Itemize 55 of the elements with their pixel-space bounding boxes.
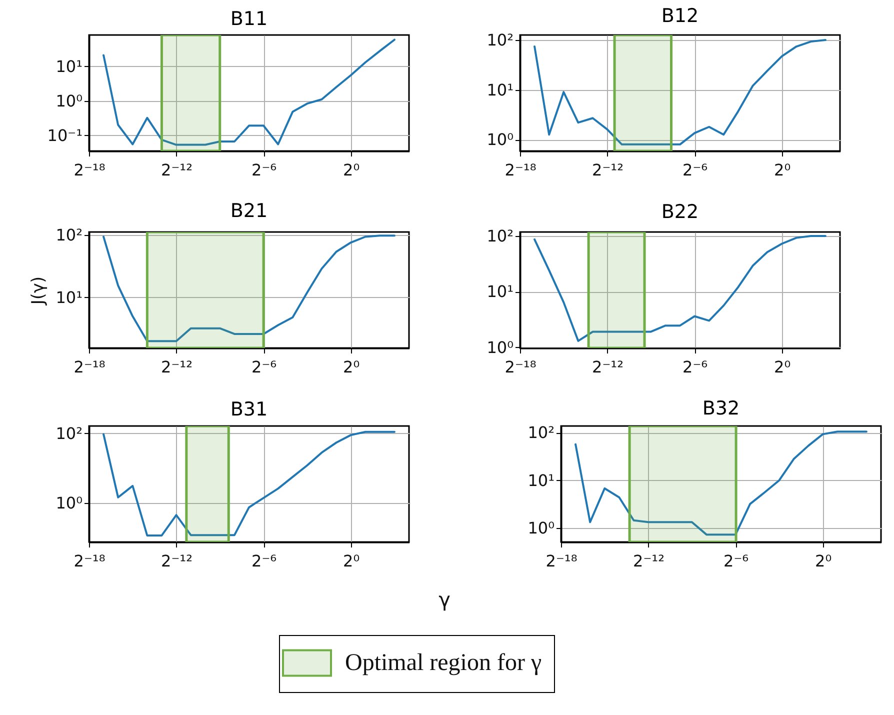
- x-tick-label: 2⁻¹⁸: [74, 160, 106, 180]
- y-tick-label: 10¹: [486, 80, 514, 100]
- x-tick-label: 2⁻¹²: [633, 552, 664, 570]
- x-tick-label: 2⁻¹²: [592, 358, 624, 376]
- y-tick-label: 10²: [56, 226, 82, 245]
- x-tick-label: 2⁻⁶: [724, 552, 749, 570]
- y-tick-label: 10²: [486, 30, 514, 50]
- x-tick-label: 2⁰: [815, 552, 832, 570]
- x-tick-label: 2⁻¹²: [161, 552, 192, 570]
- x-tick-label: 2⁰: [343, 358, 360, 376]
- y-tick-label: 10¹: [56, 288, 82, 307]
- y-tick-label: 10⁰: [486, 338, 514, 357]
- x-tick-label: 2⁻¹⁸: [74, 552, 106, 570]
- y-tick-label: 10¹: [486, 282, 514, 302]
- x-tick-label: 2⁻⁶: [252, 552, 277, 570]
- y-tick-label: 10⁻¹: [47, 126, 82, 145]
- line-series: [534, 39, 826, 146]
- x-tick-label: 2⁻⁶: [682, 358, 708, 376]
- x-tick-label: 2⁻¹⁸: [504, 160, 536, 180]
- x-tick-label: 2⁻¹⁸: [504, 358, 536, 376]
- y-tick-label: 10²: [528, 423, 554, 442]
- x-tick-label: 2⁻¹²: [161, 358, 192, 376]
- chart-title: B12: [661, 5, 699, 27]
- y-tick-label: 10¹: [56, 56, 82, 76]
- y-tick-label: 10²: [486, 226, 514, 246]
- x-tick-label: 2⁻⁶: [252, 358, 277, 376]
- line-series: [102, 430, 396, 536]
- line-series: [102, 38, 396, 146]
- x-tick-label: 2⁻⁶: [682, 160, 708, 180]
- x-tick-label: 2⁻⁶: [252, 160, 277, 180]
- chart-title: B22: [661, 200, 699, 223]
- line-series: [102, 234, 396, 342]
- y-axis-title: J(γ): [28, 276, 49, 306]
- x-tick-label: 2⁰: [774, 160, 791, 180]
- y-tick-label: 10⁰: [528, 518, 554, 538]
- x-tick-label: 2⁰: [343, 552, 360, 570]
- chart-title: B32: [702, 398, 740, 420]
- x-tick-label: 2⁻¹²: [592, 160, 624, 180]
- legend-label: Optimal region for γ: [345, 650, 542, 676]
- y-tick-label: 10⁰: [486, 130, 514, 150]
- y-tick-label: 10⁰: [56, 494, 82, 512]
- chart-title: B11: [230, 8, 268, 30]
- x-tick-label: 2⁻¹⁸: [74, 358, 106, 376]
- y-tick-label: 10⁰: [56, 91, 82, 110]
- x-axis-title: γ: [438, 588, 451, 612]
- x-tick-label: 2⁰: [343, 160, 360, 180]
- y-tick-label: 10¹: [528, 470, 554, 490]
- y-tick-label: 10²: [56, 424, 82, 443]
- x-tick-label: 2⁻¹²: [161, 160, 192, 180]
- chart-title: B21: [230, 200, 268, 222]
- line-series: [534, 235, 826, 342]
- line-series: [574, 430, 868, 536]
- x-tick-label: 2⁻¹⁸: [546, 552, 578, 570]
- x-tick-label: 2⁰: [774, 358, 791, 376]
- chart-title: B31: [230, 398, 268, 420]
